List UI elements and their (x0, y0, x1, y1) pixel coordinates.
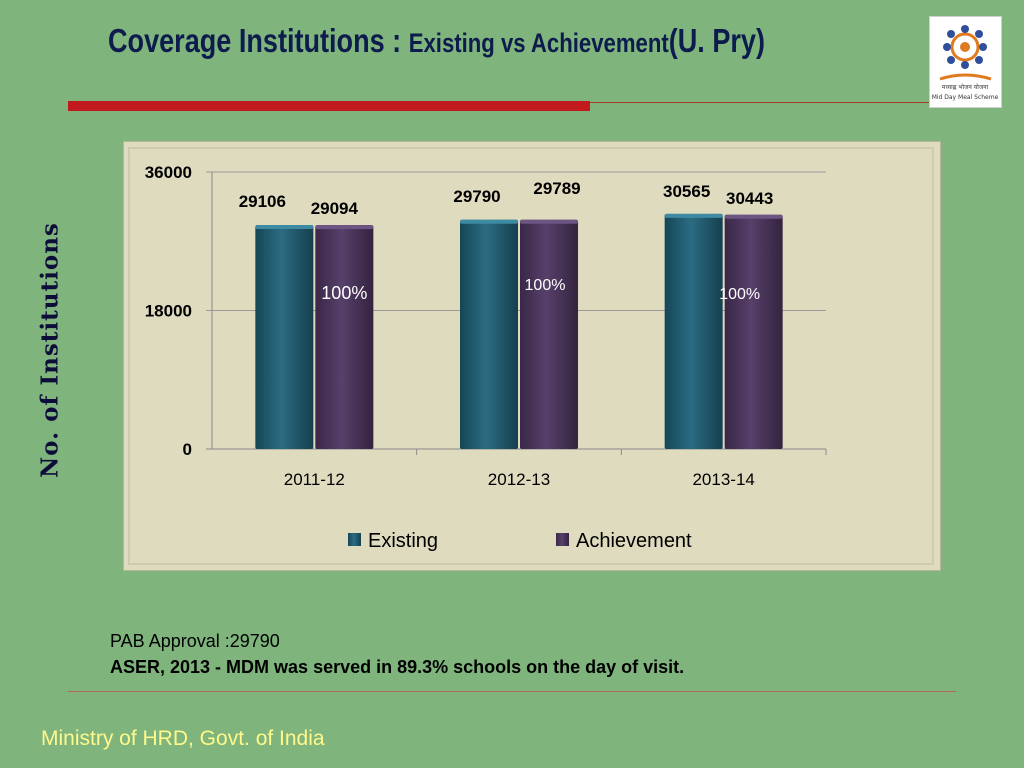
legend-swatch (556, 533, 569, 546)
percent-annotation: 100% (719, 286, 760, 303)
x-tick-label: 2011-12 (284, 470, 345, 489)
logo-people-ring-icon (943, 25, 987, 69)
bar-top-highlight (664, 213, 723, 218)
percent-annotation: 100% (525, 277, 566, 294)
slide-notes: PAB Approval :29790 ASER, 2013 - MDM was… (110, 628, 684, 680)
bar-top-highlight (315, 225, 374, 230)
bar-top-highlight (520, 219, 578, 224)
footer-text: Ministry of HRD, Govt. of India (41, 727, 325, 750)
bar-achievement (724, 214, 783, 449)
bar-top-highlight (724, 214, 783, 219)
y-tick-label: 36000 (145, 163, 192, 182)
y-tick-label: 0 (183, 440, 192, 459)
data-label: 29106 (239, 192, 286, 211)
bar-existing (255, 225, 314, 449)
data-label: 29094 (311, 199, 359, 218)
data-label: 30443 (726, 189, 773, 208)
title-sub: Existing vs Achievement (408, 28, 669, 58)
percent-annotation: 100% (321, 283, 367, 303)
aser-note: ASER, 2013 - MDM was served in 89.3% sch… (110, 657, 685, 677)
bar-achievement (520, 219, 578, 449)
data-label: 29790 (453, 187, 500, 206)
title-underline-red (68, 101, 590, 111)
title-underline-thin (590, 102, 930, 103)
chart-plot-border (128, 147, 934, 565)
title-main: Coverage Institutions : (108, 22, 409, 59)
title-tail: (U. Pry) (668, 22, 765, 59)
x-tick-label: 2013-14 (692, 470, 754, 489)
mid-day-meal-scheme-logo: मध्याह्न भोजन योजना Mid Day Meal Scheme (929, 16, 1002, 108)
pab-approval-note: PAB Approval :29790 (110, 631, 280, 651)
bottom-divider (68, 691, 956, 692)
bar-existing (664, 213, 723, 449)
logo-caption: Mid Day Meal Scheme (932, 94, 999, 101)
legend-swatch (348, 533, 361, 546)
slide-title: Coverage Institutions : Existing vs Achi… (108, 22, 765, 60)
x-tick-label: 2012-13 (488, 470, 550, 489)
bar-achievement (315, 225, 374, 449)
data-label: 29789 (533, 179, 580, 198)
bar-top-highlight (460, 219, 518, 224)
data-label: 30565 (663, 182, 710, 201)
legend-label: Existing (368, 530, 438, 552)
y-tick-label: 18000 (145, 302, 192, 321)
bar-top-highlight (255, 225, 314, 230)
legend-label: Achievement (576, 530, 692, 552)
logo-caption-hindi: मध्याह्न भोजन योजना (942, 83, 989, 91)
bar-existing (460, 219, 518, 449)
